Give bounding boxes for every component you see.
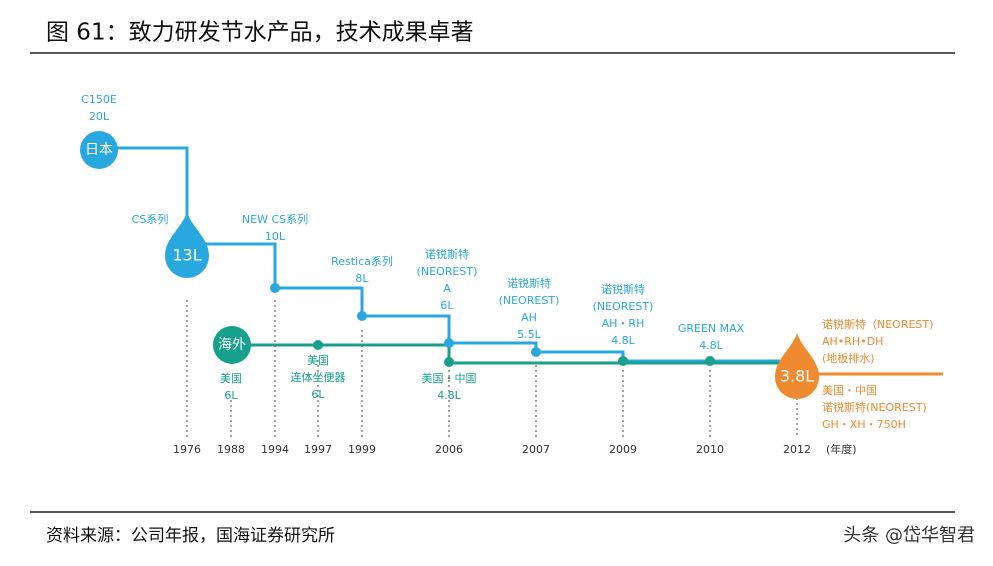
drop-label: 3.8L — [780, 367, 814, 386]
note-line: (NEOREST) — [593, 300, 654, 313]
note-line: A — [443, 282, 451, 295]
note-line: C150E — [81, 93, 117, 106]
note-line: 诺锐斯特 — [601, 282, 645, 296]
year-label: 2007 — [522, 443, 550, 456]
note-line: 诺锐斯特（NEOREST) — [822, 317, 933, 331]
badge: 海外 — [218, 337, 246, 353]
note-line: 诺锐斯特 — [507, 276, 551, 290]
note-line: 5.5L — [517, 328, 541, 341]
badge-circle — [80, 131, 118, 169]
badge-circle — [213, 326, 251, 364]
note-line: 4.8L — [699, 339, 723, 352]
year-label: 1999 — [348, 443, 376, 456]
note-line: GREEN MAX — [678, 322, 745, 335]
note-line: 美国・中国 — [822, 384, 877, 397]
note-line: CS系列 — [132, 212, 169, 226]
note-line: 6L — [440, 299, 454, 312]
note-line: AH•RH•DH — [822, 335, 883, 348]
note-line: 美国 — [220, 372, 242, 385]
note-line: 连体坐便器 — [291, 370, 346, 384]
year-label: 2006 — [435, 443, 463, 456]
note-line: (NEOREST) — [499, 294, 560, 307]
note-line: GH・XH・750H — [822, 418, 906, 431]
year-label: 1994 — [261, 443, 289, 456]
note-line: 20L — [89, 110, 110, 123]
drop — [165, 212, 209, 278]
note-line: AH・RH — [602, 317, 645, 330]
year-label: 1997 — [304, 443, 332, 456]
note-line: 诺锐斯特 — [425, 247, 469, 261]
source: 资料来源：公司年报，国海证券研究所 — [46, 526, 335, 546]
note-line: 6L — [224, 389, 238, 402]
drop-label: 13L — [172, 246, 201, 265]
note-line: 6L — [311, 388, 325, 401]
badge: 日本 — [85, 142, 113, 158]
note-line: 8L — [355, 272, 369, 285]
note-line: 4.8L — [611, 334, 635, 347]
year-label: 2012 — [783, 443, 811, 456]
lines — [117, 146, 943, 376]
years: 1976 1988 1994 1997 1999 2006 2007 2009 2010 2012… — [173, 442, 857, 456]
year-guides — [186, 300, 798, 438]
year-unit: (年度) — [826, 442, 857, 456]
note-line: NEW CS系列 — [242, 212, 308, 226]
dots — [270, 283, 715, 367]
year-label: 1976 — [173, 443, 201, 456]
note-line: 美国・中国 — [422, 372, 477, 385]
year-label: 2009 — [609, 443, 637, 456]
drop — [775, 333, 819, 399]
note-line: 美国 — [307, 354, 329, 367]
note-line: Restica系列 — [331, 254, 393, 268]
watermark: 头条 @岱华智君 — [843, 525, 975, 546]
note-line: 10L — [265, 230, 286, 243]
note-line: 诺锐斯特(NEOREST) — [822, 400, 927, 414]
note-line: (NEOREST) — [417, 265, 478, 278]
note-line: (地板排水) — [822, 351, 875, 365]
year-label: 2010 — [696, 443, 724, 456]
year-label: 1988 — [217, 443, 245, 456]
note-line: AH — [521, 311, 537, 324]
title: 图 61：致力研发节水产品，技术成果卓著 — [46, 20, 474, 46]
note-line: 4.8L — [437, 389, 461, 402]
